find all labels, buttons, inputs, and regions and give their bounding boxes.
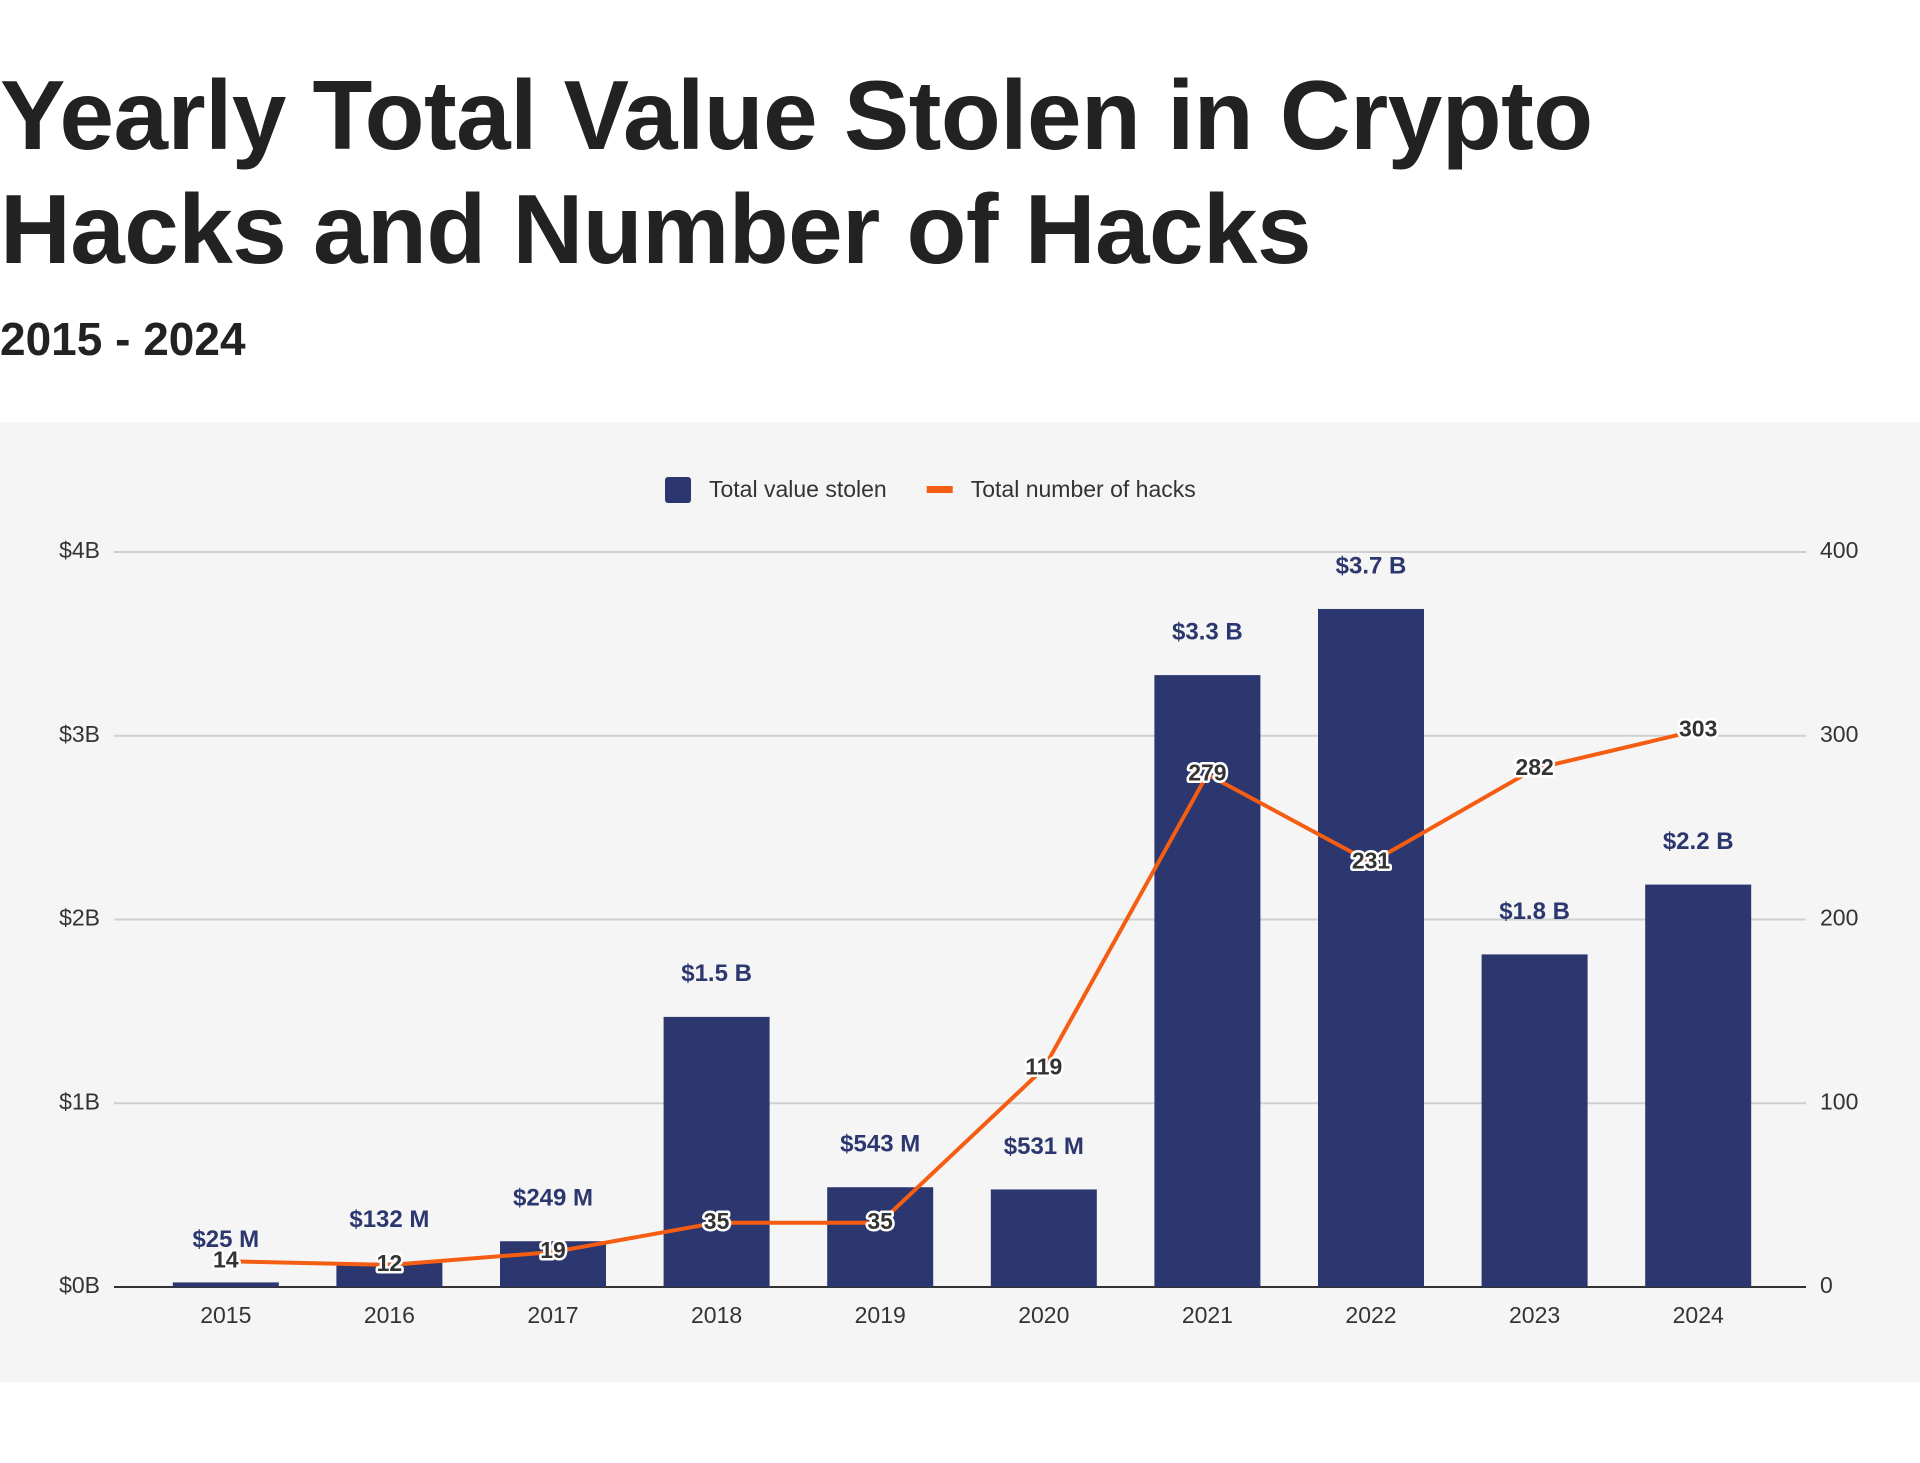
- bar: [663, 1016, 770, 1287]
- legend-label: Total number of hacks: [971, 476, 1196, 502]
- line-value-label: 303: [1679, 715, 1717, 741]
- y-tick-label: $1B: [59, 1088, 100, 1114]
- chart-background: [0, 422, 1920, 1382]
- x-tick-label: 2021: [1182, 1302, 1233, 1328]
- y2-tick-label: 0: [1820, 1272, 1833, 1298]
- chart: $0B $1B $2B $3B $4B 0 100 200 300 400 2015 2016 2017…: [0, 422, 1920, 1382]
- x-tick-label: 2017: [527, 1302, 578, 1328]
- y-tick-label: $4B: [59, 537, 100, 563]
- bar: [500, 1241, 606, 1287]
- line-value-label: 231: [1352, 848, 1391, 874]
- line-value-label: 12: [377, 1250, 403, 1276]
- line-value-label: 35: [704, 1208, 730, 1234]
- line-value-label: 119: [1025, 1053, 1062, 1079]
- bar: [1645, 884, 1752, 1287]
- bar-value-label: $3.3 B: [1172, 618, 1243, 645]
- bar-value-label: $531 M: [1004, 1133, 1084, 1160]
- y-tick-label: $0B: [59, 1272, 100, 1298]
- subtitle: 2015 - 2024: [0, 313, 246, 365]
- bar-value-label: $249 M: [513, 1185, 593, 1212]
- bar: [172, 1282, 279, 1287]
- bar-value-label: $132 M: [349, 1206, 429, 1233]
- bar: [1318, 608, 1424, 1287]
- line-value-label: 19: [540, 1237, 566, 1263]
- x-tick-label: 2024: [1673, 1302, 1724, 1328]
- bar-value-label: $1.8 B: [1499, 898, 1570, 925]
- bar-value-label: $543 M: [840, 1131, 920, 1158]
- x-tick-label: 2023: [1509, 1302, 1560, 1328]
- line: [225, 728, 1699, 1267]
- bar-value-label: $25 M: [192, 1226, 259, 1253]
- title: Yearly Total Value Stolen in Crypto Hack…: [0, 60, 1593, 284]
- x-tick-label: 2018: [691, 1302, 742, 1328]
- x-tick-label: 2015: [200, 1302, 251, 1328]
- x-tick-label: 2016: [364, 1302, 415, 1328]
- line-value-label: 282: [1515, 754, 1553, 780]
- y-tick-label: $3B: [59, 721, 100, 747]
- y2-tick-label: 400: [1820, 537, 1858, 563]
- line-value-label: 279: [1188, 759, 1226, 785]
- bar: [990, 1189, 1097, 1287]
- y2-tick-label: 100: [1820, 1088, 1858, 1114]
- bar: [827, 1187, 934, 1287]
- line-value-label: 14: [213, 1246, 239, 1272]
- x-tick-label: 2020: [1018, 1302, 1069, 1328]
- bar-value-label: $2.2 B: [1663, 828, 1734, 855]
- bar-value-label: $1.5 B: [681, 960, 752, 987]
- bar: [1481, 954, 1588, 1287]
- legend-swatch: [926, 486, 953, 493]
- legend-swatch: [665, 477, 691, 503]
- x-tick-label: 2019: [855, 1302, 906, 1328]
- legend-label: Total value stolen: [709, 476, 887, 502]
- x-tick-label: 2022: [1345, 1302, 1396, 1328]
- y-tick-label: $2B: [59, 905, 100, 931]
- y2-tick-label: 300: [1820, 721, 1858, 747]
- bar-value-label: $3.7 B: [1336, 552, 1407, 579]
- line-value-label: 35: [867, 1208, 893, 1234]
- y2-tick-label: 200: [1820, 905, 1858, 931]
